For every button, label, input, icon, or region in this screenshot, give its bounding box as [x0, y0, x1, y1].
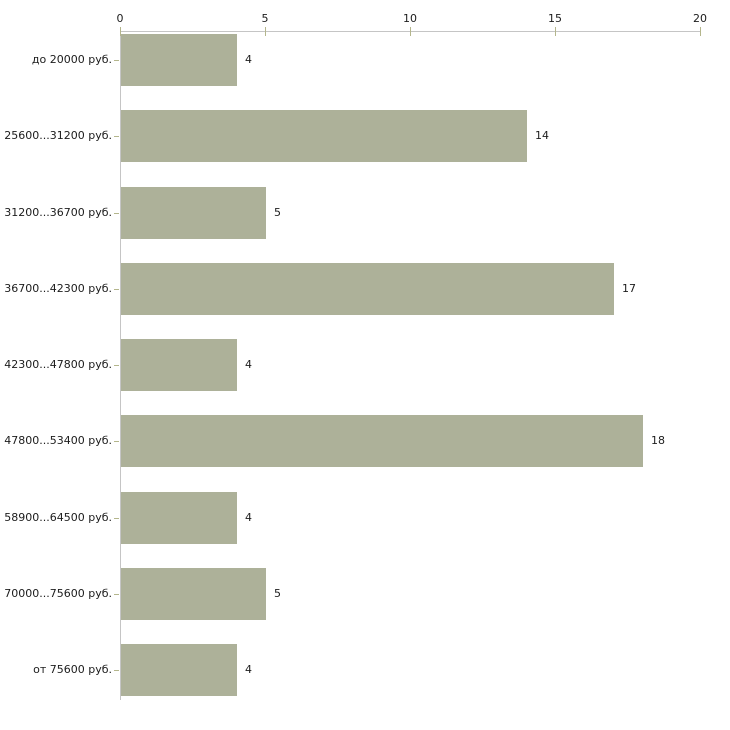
x-axis-tick-label: 15: [548, 12, 562, 25]
bar: [121, 34, 237, 86]
bar-row: 31200...36700 руб. 5: [0, 175, 730, 251]
category-label: 47800...53400 руб.: [4, 434, 112, 448]
bar: [121, 415, 643, 468]
category-label: 36700...42300 руб.: [4, 281, 112, 295]
category-label: 70000...75600 руб.: [4, 586, 112, 600]
value-label: 4: [245, 53, 252, 66]
bar-row: 42300...47800 руб. 4: [0, 327, 730, 403]
x-axis-tick-label: 10: [403, 12, 417, 25]
x-axis-tick: [555, 27, 556, 36]
x-axis-tick: [120, 27, 121, 36]
category-tick: [114, 212, 119, 214]
bar: [121, 339, 237, 391]
bar: [121, 262, 614, 315]
category-tick: [114, 136, 119, 138]
category-label: 25600...31200 руб.: [4, 129, 112, 143]
bar: [121, 644, 237, 696]
bar-row: 36700...42300 руб. 17: [0, 251, 730, 327]
category-label: 58900...64500 руб.: [4, 510, 112, 524]
category-tick: [114, 517, 119, 519]
y-axis-line: [120, 31, 121, 700]
value-label: 4: [245, 510, 252, 524]
category-label: 31200...36700 руб.: [4, 205, 112, 219]
bar-row: до 20000 руб. 4: [0, 22, 730, 98]
value-label: 5: [274, 205, 281, 219]
bar-row: 47800...53400 руб. 18: [0, 403, 730, 479]
bar: [121, 110, 527, 163]
category-tick: [114, 60, 119, 61]
category-tick: [114, 670, 119, 671]
value-label: 4: [245, 358, 252, 371]
x-axis-tick-label: 0: [116, 12, 124, 25]
value-label: 14: [535, 129, 549, 143]
bar-row: 70000...75600 руб. 5: [0, 556, 730, 632]
value-label: 5: [274, 586, 281, 600]
bar-row: 58900...64500 руб. 4: [0, 480, 730, 556]
category-tick: [114, 288, 119, 290]
x-axis-tick: [410, 27, 411, 36]
x-axis-tick-label: 20: [693, 12, 707, 25]
bar: [121, 567, 266, 620]
bar-row: 25600...31200 руб. 14: [0, 98, 730, 174]
bar-row: от 75600 руб. 4: [0, 632, 730, 708]
category-tick: [114, 593, 119, 595]
bar: [121, 186, 266, 239]
x-axis-tick: [265, 27, 266, 36]
category-tick: [114, 441, 119, 443]
category-label: от 75600 руб.: [33, 663, 112, 676]
value-label: 17: [622, 281, 636, 295]
value-label: 18: [651, 434, 665, 448]
category-tick: [114, 365, 119, 366]
value-label: 4: [245, 663, 252, 676]
bar: [121, 491, 237, 544]
x-axis-tick: [700, 27, 701, 36]
category-label: до 20000 руб.: [31, 53, 112, 66]
category-label: 42300...47800 руб.: [4, 358, 112, 371]
x-axis-tick-label: 5: [261, 12, 269, 25]
